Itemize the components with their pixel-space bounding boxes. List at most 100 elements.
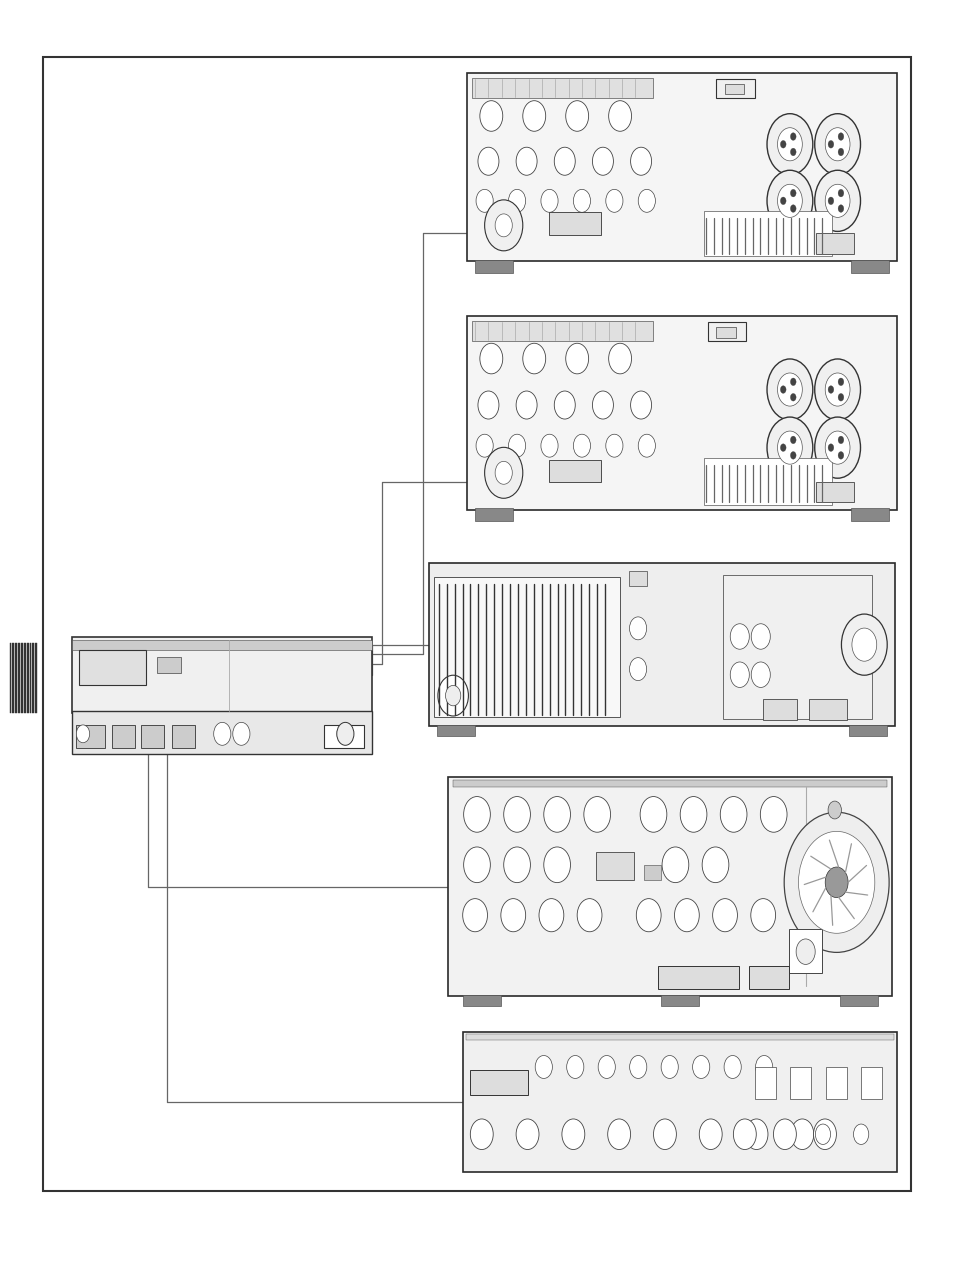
Circle shape xyxy=(566,1055,583,1078)
Bar xyxy=(79,650,146,685)
Circle shape xyxy=(777,431,801,464)
Circle shape xyxy=(495,461,512,484)
Bar xyxy=(467,316,896,510)
Bar xyxy=(707,322,745,341)
Circle shape xyxy=(773,1119,796,1149)
Bar xyxy=(548,460,600,483)
Bar xyxy=(71,637,372,713)
Bar xyxy=(658,966,739,989)
Circle shape xyxy=(750,624,769,650)
Bar xyxy=(724,84,743,94)
Circle shape xyxy=(780,140,785,148)
Circle shape xyxy=(750,898,775,931)
Bar xyxy=(850,508,888,521)
Circle shape xyxy=(760,796,786,832)
Circle shape xyxy=(824,868,847,898)
Circle shape xyxy=(638,434,655,457)
Bar xyxy=(808,699,846,720)
Circle shape xyxy=(573,190,590,213)
Circle shape xyxy=(477,148,498,176)
Circle shape xyxy=(815,1124,830,1144)
Circle shape xyxy=(476,434,493,457)
Bar xyxy=(71,711,372,754)
Circle shape xyxy=(827,140,833,148)
Circle shape xyxy=(783,813,888,953)
Bar xyxy=(824,1068,845,1099)
Circle shape xyxy=(636,898,660,931)
Circle shape xyxy=(608,343,631,373)
Circle shape xyxy=(813,1119,836,1149)
Circle shape xyxy=(814,171,860,232)
Circle shape xyxy=(674,898,699,931)
Circle shape xyxy=(629,657,646,680)
Circle shape xyxy=(729,662,748,688)
Circle shape xyxy=(777,185,801,218)
Circle shape xyxy=(437,675,468,716)
Bar xyxy=(465,1034,893,1040)
Circle shape xyxy=(712,898,737,931)
Bar xyxy=(112,725,134,748)
Circle shape xyxy=(789,205,795,213)
Circle shape xyxy=(577,898,601,931)
Circle shape xyxy=(766,171,812,232)
Circle shape xyxy=(500,898,525,931)
Circle shape xyxy=(837,148,842,155)
Bar xyxy=(10,643,11,713)
Bar xyxy=(462,995,500,1006)
Circle shape xyxy=(837,378,842,386)
Bar xyxy=(839,995,877,1006)
Bar xyxy=(470,1070,527,1096)
Bar xyxy=(43,57,910,1191)
Circle shape xyxy=(565,343,588,373)
Circle shape xyxy=(851,628,876,661)
Circle shape xyxy=(837,132,842,140)
Circle shape xyxy=(592,148,613,176)
Bar xyxy=(629,571,646,586)
Bar xyxy=(18,643,20,713)
Bar xyxy=(462,1032,896,1172)
Circle shape xyxy=(516,1119,538,1149)
Circle shape xyxy=(592,391,613,419)
Bar xyxy=(815,233,853,254)
Bar xyxy=(71,640,372,650)
Circle shape xyxy=(660,1055,678,1078)
Bar xyxy=(762,699,796,720)
Bar xyxy=(448,777,891,996)
Circle shape xyxy=(699,1119,721,1149)
Bar xyxy=(702,459,831,505)
Circle shape xyxy=(538,898,563,931)
Bar xyxy=(467,73,896,261)
Bar xyxy=(12,643,14,713)
Bar xyxy=(27,643,29,713)
Circle shape xyxy=(789,451,795,459)
Bar xyxy=(848,725,886,736)
Circle shape xyxy=(780,197,785,205)
Circle shape xyxy=(476,190,493,213)
Circle shape xyxy=(795,939,814,964)
Circle shape xyxy=(766,113,812,175)
Circle shape xyxy=(630,148,651,176)
Circle shape xyxy=(503,847,530,883)
Circle shape xyxy=(445,685,460,706)
Circle shape xyxy=(554,148,575,176)
Circle shape xyxy=(554,391,575,419)
Circle shape xyxy=(76,725,90,743)
Bar xyxy=(429,563,894,726)
Circle shape xyxy=(561,1119,584,1149)
Circle shape xyxy=(639,796,666,832)
Bar xyxy=(721,575,871,719)
Circle shape xyxy=(824,185,849,218)
Circle shape xyxy=(605,434,622,457)
Circle shape xyxy=(837,436,842,443)
Bar xyxy=(716,327,735,338)
Circle shape xyxy=(837,205,842,213)
Bar xyxy=(157,657,181,673)
Circle shape xyxy=(233,722,250,745)
Bar xyxy=(548,211,600,234)
Circle shape xyxy=(789,394,795,401)
Circle shape xyxy=(744,1119,767,1149)
Circle shape xyxy=(824,127,849,161)
Circle shape xyxy=(789,132,795,140)
Circle shape xyxy=(789,378,795,386)
Circle shape xyxy=(824,373,849,406)
